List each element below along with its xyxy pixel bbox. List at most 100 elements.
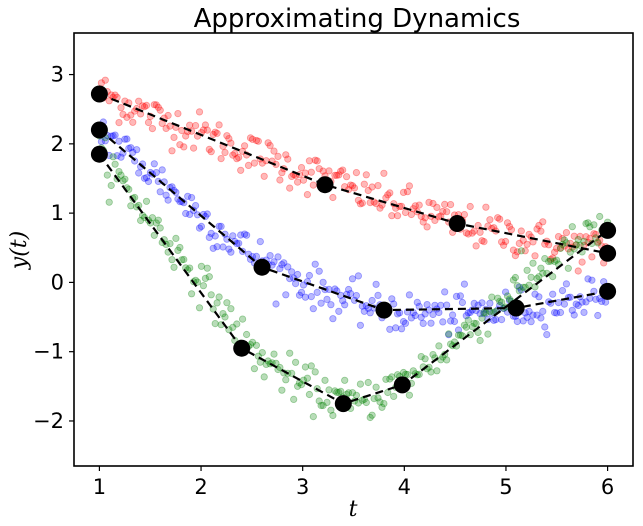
scatter-point xyxy=(348,275,357,283)
scatter-point xyxy=(466,202,474,211)
scatter-point xyxy=(537,227,545,235)
scatter-point xyxy=(543,330,551,339)
scatter-point xyxy=(270,147,278,155)
scatter-point xyxy=(221,313,229,321)
scatter-point xyxy=(233,320,241,328)
scatter-point xyxy=(584,275,592,283)
scatter-point xyxy=(313,288,321,296)
scatter-point xyxy=(148,214,156,222)
scatter-point xyxy=(547,257,555,265)
scatter-point xyxy=(115,119,123,127)
scatter-point xyxy=(205,273,213,281)
scatter-point xyxy=(260,172,268,180)
y-tick-label: −1 xyxy=(33,340,64,364)
scatter-point xyxy=(550,257,559,265)
scatter-point xyxy=(176,141,184,149)
scatter-point xyxy=(291,279,300,288)
scatter-point xyxy=(180,255,188,264)
scatter-point xyxy=(580,237,588,245)
scatter-point xyxy=(258,348,266,357)
scatter-point xyxy=(297,380,306,389)
scatter-point xyxy=(188,194,196,202)
scatter-point xyxy=(117,171,125,179)
scatter-point xyxy=(482,203,490,211)
scatter-point xyxy=(248,338,257,346)
scatter-point xyxy=(301,293,309,301)
scatter-point xyxy=(590,230,598,238)
scatter-point xyxy=(109,153,117,161)
scatter-point xyxy=(319,278,327,286)
scatter-point xyxy=(441,288,449,296)
scatter-point xyxy=(586,234,594,242)
scatter-point xyxy=(425,198,433,206)
scatter-point xyxy=(342,173,351,181)
plot-frame xyxy=(73,32,634,467)
scatter-point xyxy=(311,368,319,376)
scatter-point xyxy=(384,388,392,397)
scatter-point xyxy=(539,218,547,226)
scatter-point xyxy=(509,246,518,254)
scatter-point xyxy=(460,280,468,288)
scatter-point xyxy=(227,139,235,147)
scatter-point xyxy=(370,198,378,206)
scatter-point xyxy=(243,231,251,239)
scatter-point xyxy=(276,264,284,273)
scatter-point xyxy=(470,227,478,235)
scatter-point xyxy=(356,380,364,388)
scatter-point xyxy=(405,391,413,399)
scatter-point xyxy=(280,259,288,267)
scatter-point xyxy=(519,283,527,291)
scatter-point xyxy=(142,197,151,205)
scatter-point xyxy=(427,319,435,327)
scatter-point xyxy=(184,192,192,200)
scatter-point xyxy=(241,230,249,238)
scatter-point xyxy=(307,362,315,370)
scatter-point xyxy=(186,264,194,272)
scatter-point xyxy=(278,260,286,269)
scatter-point xyxy=(488,309,496,317)
scatter-point xyxy=(170,133,178,141)
x-tick-label: 1 xyxy=(93,475,106,499)
scatter-point xyxy=(392,324,400,332)
scatter-point xyxy=(407,314,415,322)
scatter-point xyxy=(429,310,437,319)
scatter-point xyxy=(278,386,286,394)
scatter-point xyxy=(488,293,496,301)
scatter-point xyxy=(582,220,590,228)
scatter-point xyxy=(313,157,321,165)
scatter-point xyxy=(523,240,531,248)
y-axis-ticks: −2 −1 0 1 2 3 xyxy=(33,63,74,433)
scatter-point xyxy=(554,298,563,307)
key-point-marker xyxy=(90,85,108,103)
x-tick-label: 5 xyxy=(499,475,512,499)
scatter-point xyxy=(229,151,237,159)
scatter-point xyxy=(388,373,396,381)
scatter-point xyxy=(307,168,315,176)
scatter-point xyxy=(348,182,357,190)
key-point-marker xyxy=(507,299,525,317)
scatter-point xyxy=(578,298,586,306)
scatter-point xyxy=(460,211,468,219)
scatter-point xyxy=(327,406,335,414)
scatter-point xyxy=(176,243,184,252)
key-point-marker xyxy=(334,395,352,413)
scatter-point xyxy=(552,244,561,252)
scatter-point xyxy=(211,232,219,240)
scatter-point xyxy=(464,309,472,317)
scatter-point xyxy=(140,103,149,111)
scatter-point xyxy=(241,142,249,150)
scatter-point xyxy=(152,101,160,109)
scatter-point xyxy=(582,233,590,241)
scatter-point xyxy=(197,222,205,230)
scatter-point xyxy=(364,186,372,195)
scatter-point xyxy=(237,231,245,239)
scatter-point xyxy=(445,331,453,339)
scatter-point xyxy=(529,311,537,319)
scatter-point xyxy=(552,309,561,317)
scatter-point xyxy=(566,248,574,256)
scatter-point xyxy=(472,242,480,250)
scatter-point xyxy=(570,311,578,319)
scatter-point xyxy=(503,292,512,300)
scatter-point xyxy=(515,283,523,291)
y-axis-label-fn: y(t) xyxy=(7,231,32,270)
